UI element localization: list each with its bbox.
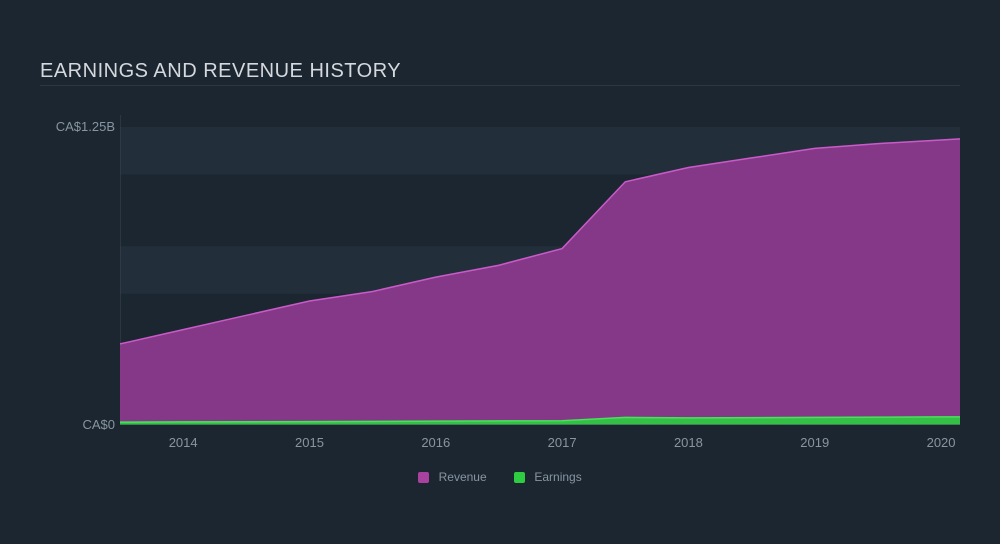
x-tick-label: 2017 [548, 435, 577, 450]
legend: Revenue Earnings [0, 470, 1000, 484]
x-tick-label: 2014 [169, 435, 198, 450]
legend-swatch-earnings [514, 472, 525, 483]
chart-container: EARNINGS AND REVENUE HISTORY CA$0 CA$1.25… [0, 0, 1000, 544]
plot-area [120, 115, 960, 425]
legend-swatch-revenue [418, 472, 429, 483]
x-tick-label: 2018 [674, 435, 703, 450]
x-tick-label: 2016 [421, 435, 450, 450]
y-tick-label: CA$1.25B [45, 119, 115, 134]
legend-item-revenue: Revenue [418, 470, 486, 484]
legend-label-revenue: Revenue [439, 470, 487, 484]
x-tick-label: 2020 [927, 435, 956, 450]
x-tick-label: 2019 [800, 435, 829, 450]
legend-label-earnings: Earnings [534, 470, 581, 484]
legend-item-earnings: Earnings [514, 470, 582, 484]
x-tick-label: 2015 [295, 435, 324, 450]
y-tick-label: CA$0 [45, 417, 115, 432]
plot-svg [120, 115, 960, 425]
chart-title: EARNINGS AND REVENUE HISTORY [40, 60, 401, 83]
title-underline [40, 85, 960, 86]
